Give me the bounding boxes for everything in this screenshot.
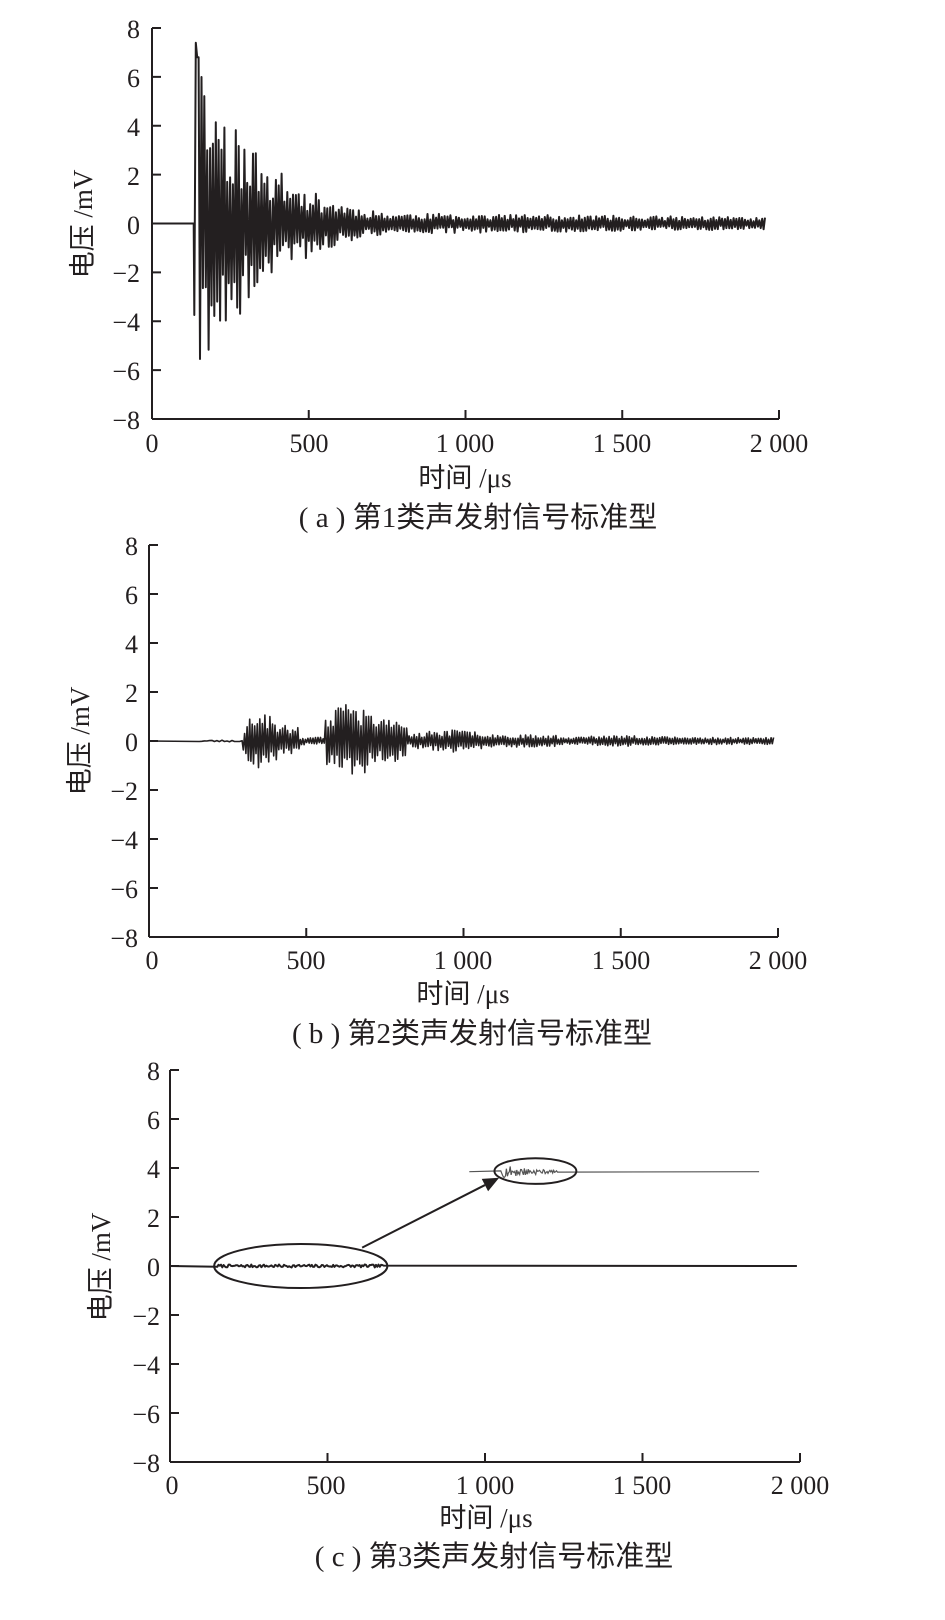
panel-c-y-tick-label: −2 (132, 1302, 160, 1331)
panel-b-x-tick-labels: 0 500 1 000 1 500 2 000 (146, 946, 808, 975)
panel-b-x-tick-label: 1 500 (592, 946, 651, 975)
panel-a-x-tick-label: 1 500 (593, 429, 652, 458)
panel-c-y-tick-label: −4 (132, 1351, 160, 1380)
panel-a-x-tick-labels: 0 500 1 000 1 500 2 000 (146, 429, 809, 458)
panel-b-y-tick-label: −2 (110, 777, 138, 806)
panel-b-x-tick-label: 500 (287, 946, 326, 975)
panel-a-y-tick-labels: 8 6 4 2 0 −2 −4 −6 −8 (112, 15, 140, 435)
panel-a-x-tick-label: 0 (146, 429, 159, 458)
panel-b-y-tick-label: 2 (125, 679, 138, 708)
panel-b-y-tick-labels: 8 6 4 2 0 −2 −4 −6 −8 (110, 532, 138, 953)
panel-b-series-line (148, 704, 775, 775)
panel-c-y-tick-label: 2 (147, 1204, 160, 1233)
panel-a-y-tick-label: −6 (112, 357, 140, 386)
panel-a-y-tick-label: 6 (127, 64, 140, 93)
panel-c-target-ellipse (493, 1157, 578, 1185)
panel-a-y-tick-label: 4 (127, 113, 140, 142)
panel-a-y-axis-title: 电压 /mV (68, 169, 98, 278)
panel-a-x-axis-title: 时间 /μs (418, 463, 511, 493)
panel-b-x-tick-label: 1 000 (434, 946, 493, 975)
panel-c-zoom-arrow-head (481, 1177, 500, 1192)
panel-c: 8 6 4 2 0 −2 −4 −6 −8 0 500 1 000 1 500 … (86, 1057, 829, 1573)
panel-c-y-tick-labels: 8 6 4 2 0 −2 −4 −6 −8 (132, 1057, 160, 1478)
panel-c-zoom-arrow (361, 1184, 486, 1249)
panel-b-y-tick-label: 0 (125, 728, 138, 757)
panel-c-x-tick-label: 1 000 (456, 1471, 515, 1500)
panel-c-y-tick-label: 8 (147, 1057, 160, 1086)
panel-b-y-tick-label: −6 (110, 875, 138, 904)
panel-b-x-tick-label: 0 (146, 946, 159, 975)
panel-a-x-tick-label: 2 000 (750, 429, 809, 458)
panel-a-y-tick-label: 0 (127, 211, 140, 240)
panel-b: 8 6 4 2 0 −2 −4 −6 −8 0 500 1 000 1 500 … (65, 532, 807, 1050)
panel-b-x-axis-title: 时间 /μs (416, 979, 509, 1009)
panel-a-x-tick-label: 1 000 (436, 429, 495, 458)
panel-c-source-ellipse (213, 1242, 389, 1290)
panel-a-y-tick-label: −2 (112, 259, 140, 288)
panel-a-ticks (151, 27, 780, 420)
panel-c-x-tick-labels: 0 500 1 000 1 500 2 000 (166, 1471, 830, 1500)
panel-b-caption: ( b ) 第2类声发射信号标准型 (292, 1017, 652, 1050)
panel-b-y-tick-label: 4 (125, 630, 138, 659)
panel-a-series-line (152, 41, 766, 360)
panel-c-x-tick-label: 1 500 (613, 1471, 672, 1500)
panel-c-y-tick-label: 0 (147, 1253, 160, 1282)
panel-a-caption: ( a ) 第1类声发射信号标准型 (299, 501, 657, 534)
panel-b-y-tick-label: 6 (125, 581, 138, 610)
panel-c-y-axis-title: 电压 /mV (86, 1212, 116, 1321)
panel-a-y-tick-label: −4 (112, 308, 140, 337)
panel-a-y-tick-label: 2 (127, 162, 140, 191)
panel-b-y-tick-label: −8 (110, 924, 138, 953)
panel-b-y-axis-title: 电压 /mV (65, 686, 95, 795)
panel-b-y-tick-label: 8 (125, 532, 138, 561)
panel-c-y-tick-label: 6 (147, 1106, 160, 1135)
panel-b-x-tick-label: 2 000 (749, 946, 808, 975)
panel-c-x-axis-title: 时间 /μs (439, 1503, 532, 1533)
panel-c-y-tick-label: 4 (147, 1155, 160, 1184)
panel-c-zoom-series-line (469, 1166, 760, 1178)
panel-c-caption: ( c ) 第3类声发射信号标准型 (315, 1540, 673, 1573)
panel-c-series-line (169, 1263, 797, 1269)
panel-a-y-tick-label: 8 (127, 15, 140, 44)
panel-c-y-tick-label: −6 (132, 1400, 160, 1429)
panel-a-y-tick-label: −8 (112, 406, 140, 435)
panel-c-x-tick-label: 0 (166, 1471, 179, 1500)
panel-b-y-tick-label: −4 (110, 826, 138, 855)
panel-c-x-tick-label: 2 000 (771, 1471, 830, 1500)
panel-a-x-tick-label: 500 (290, 429, 329, 458)
panel-a: 8 6 4 2 0 −2 −4 −6 −8 0 500 1 000 1 500 … (68, 15, 808, 534)
panel-c-y-tick-label: −8 (132, 1449, 160, 1478)
panel-c-x-tick-label: 500 (307, 1471, 346, 1500)
